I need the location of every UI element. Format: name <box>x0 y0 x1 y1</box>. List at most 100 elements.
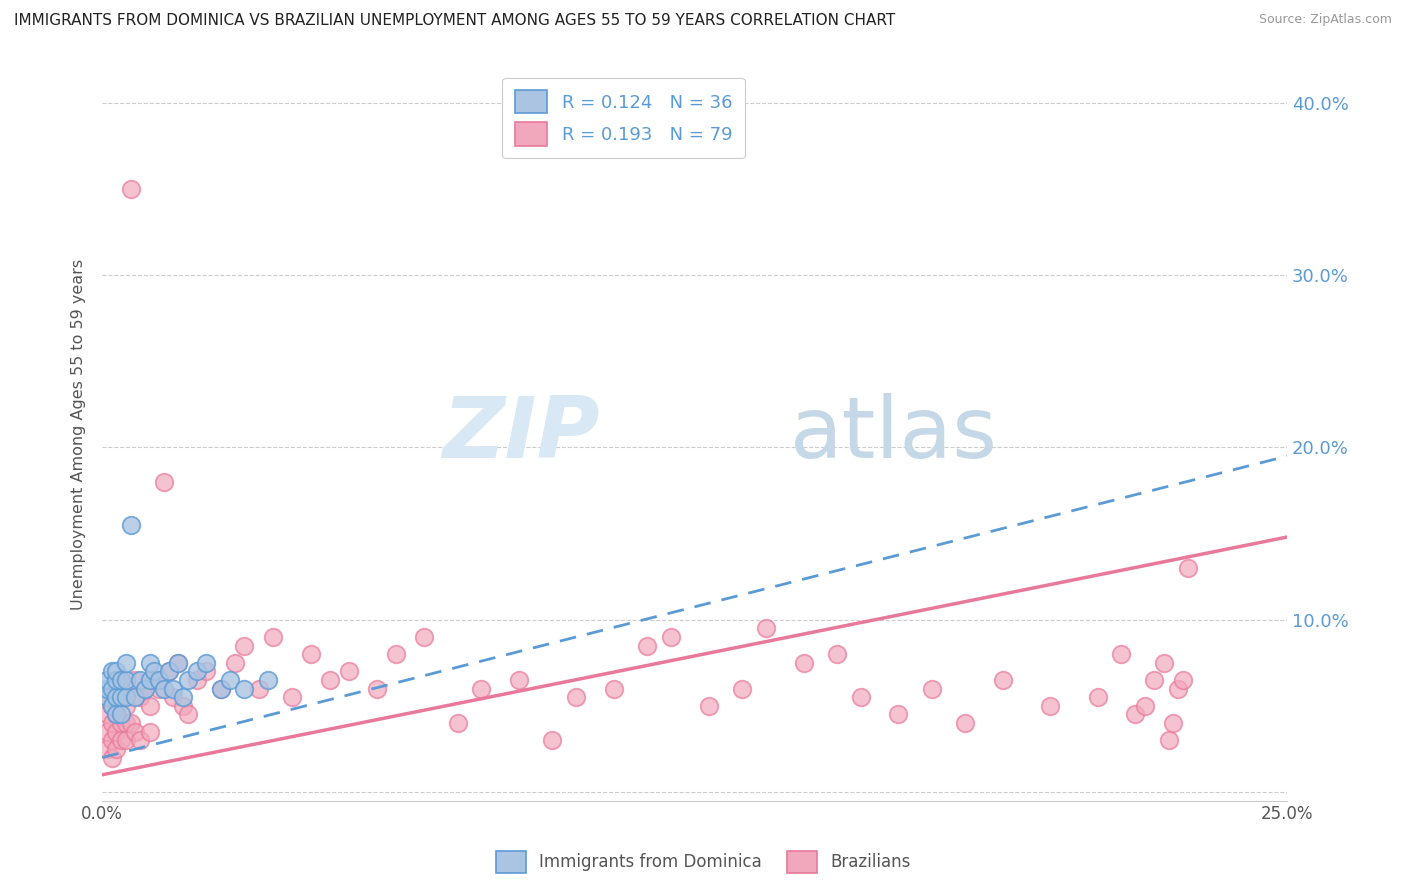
Point <box>120 182 142 196</box>
Point <box>129 690 152 705</box>
Point <box>887 707 910 722</box>
Point <box>541 733 564 747</box>
Point <box>991 673 1014 687</box>
Point <box>110 673 132 687</box>
Point <box>636 639 658 653</box>
Point <box>793 656 815 670</box>
Point <box>96 742 118 756</box>
Point <box>100 750 122 764</box>
Point <box>129 673 152 687</box>
Point <box>447 716 470 731</box>
Point <box>921 681 943 696</box>
Point <box>100 681 122 696</box>
Point <box>176 707 198 722</box>
Point <box>953 716 976 731</box>
Point <box>731 681 754 696</box>
Point <box>565 690 588 705</box>
Text: ZIP: ZIP <box>443 393 600 476</box>
Point <box>1153 656 1175 670</box>
Point <box>1163 716 1185 731</box>
Point <box>138 724 160 739</box>
Point <box>105 690 128 705</box>
Point <box>96 681 118 696</box>
Point <box>148 681 170 696</box>
Point <box>115 656 138 670</box>
Point <box>176 673 198 687</box>
Point <box>115 698 138 713</box>
Point <box>1143 673 1166 687</box>
Point <box>1087 690 1109 705</box>
Point <box>100 716 122 731</box>
Point <box>110 716 132 731</box>
Point <box>1167 681 1189 696</box>
Point <box>299 647 322 661</box>
Point <box>110 690 132 705</box>
Point <box>105 707 128 722</box>
Point <box>96 690 118 705</box>
Point <box>697 698 720 713</box>
Y-axis label: Unemployment Among Ages 55 to 59 years: Unemployment Among Ages 55 to 59 years <box>72 259 86 610</box>
Point <box>195 665 218 679</box>
Point <box>129 733 152 747</box>
Point <box>100 733 122 747</box>
Point <box>172 698 194 713</box>
Point <box>153 681 176 696</box>
Point <box>1177 561 1199 575</box>
Legend: R = 0.124   N = 36, R = 0.193   N = 79: R = 0.124 N = 36, R = 0.193 N = 79 <box>502 78 745 158</box>
Point <box>162 681 184 696</box>
Point <box>281 690 304 705</box>
Point <box>186 665 208 679</box>
Point <box>385 647 408 661</box>
Point <box>195 656 218 670</box>
Point <box>105 707 128 722</box>
Point <box>209 681 232 696</box>
Point <box>138 673 160 687</box>
Point <box>413 630 436 644</box>
Point <box>138 698 160 713</box>
Point <box>755 621 778 635</box>
Point <box>470 681 492 696</box>
Point <box>162 690 184 705</box>
Point <box>209 681 232 696</box>
Point <box>105 724 128 739</box>
Point <box>105 742 128 756</box>
Point <box>233 681 256 696</box>
Point <box>1157 733 1180 747</box>
Point <box>134 681 156 696</box>
Point <box>366 681 388 696</box>
Point <box>1109 647 1132 661</box>
Point <box>262 630 284 644</box>
Point <box>115 733 138 747</box>
Point <box>115 690 138 705</box>
Text: IMMIGRANTS FROM DOMINICA VS BRAZILIAN UNEMPLOYMENT AMONG AGES 55 TO 59 YEARS COR: IMMIGRANTS FROM DOMINICA VS BRAZILIAN UN… <box>14 13 896 29</box>
Point <box>96 707 118 722</box>
Point <box>247 681 270 696</box>
Point <box>124 673 146 687</box>
Point <box>219 673 242 687</box>
Point <box>319 673 342 687</box>
Point <box>603 681 626 696</box>
Point <box>124 724 146 739</box>
Point <box>172 690 194 705</box>
Point <box>167 656 190 670</box>
Point <box>186 673 208 687</box>
Point <box>143 673 166 687</box>
Point <box>115 716 138 731</box>
Text: Source: ZipAtlas.com: Source: ZipAtlas.com <box>1258 13 1392 27</box>
Point <box>100 698 122 713</box>
Point <box>1125 707 1147 722</box>
Point <box>120 716 142 731</box>
Point <box>1039 698 1062 713</box>
Point <box>337 665 360 679</box>
Point <box>105 690 128 705</box>
Point <box>105 673 128 687</box>
Point <box>96 724 118 739</box>
Point <box>153 475 176 489</box>
Point <box>157 665 180 679</box>
Point <box>110 707 132 722</box>
Point <box>659 630 682 644</box>
Point <box>825 647 848 661</box>
Point <box>1171 673 1194 687</box>
Point <box>849 690 872 705</box>
Point <box>110 690 132 705</box>
